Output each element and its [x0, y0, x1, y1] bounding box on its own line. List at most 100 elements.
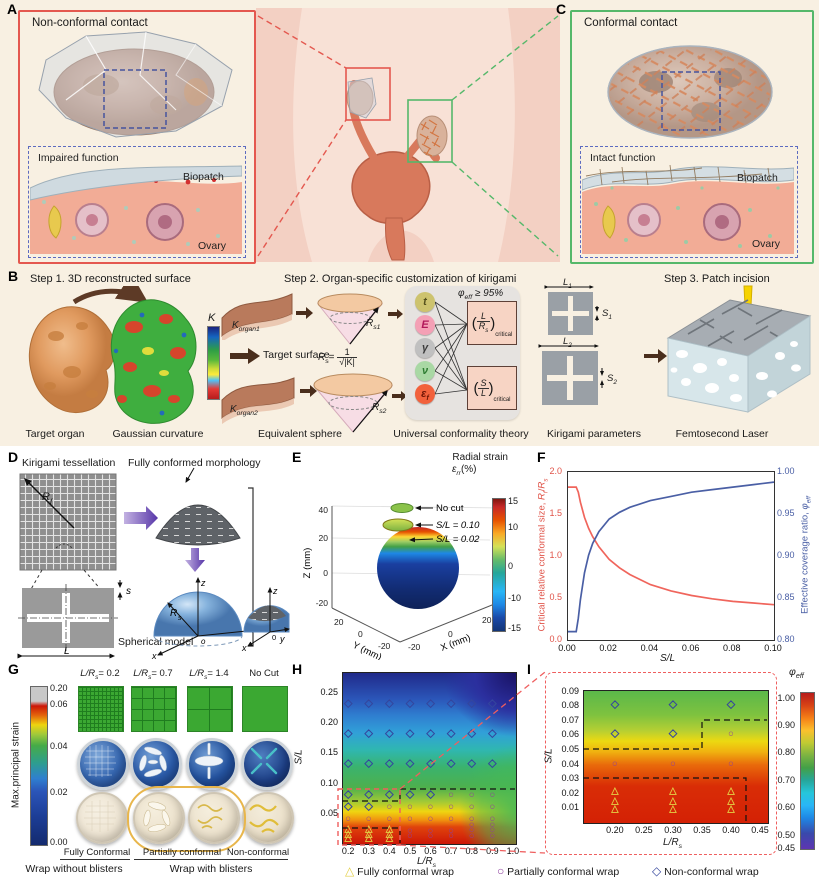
panel-i-label: I	[527, 661, 531, 677]
svg-text:40: 40	[319, 505, 329, 515]
tick-label: 1.0	[506, 846, 520, 856]
panel-a-organ-illustration	[38, 31, 233, 138]
biopatch-tile-lines	[585, 164, 771, 186]
ann-no-cut: No cut	[436, 503, 464, 514]
circle-marker: ○	[670, 757, 676, 769]
circle-marker: ○	[427, 830, 434, 842]
corpus-luteum	[48, 205, 62, 239]
sl010-patch	[382, 518, 414, 532]
thickness-node: t	[415, 292, 435, 312]
panel-a-ovary-label: Ovary	[198, 240, 227, 252]
g-row-label-non: Non-conformal	[226, 847, 290, 858]
combined-dome: z y x 0	[241, 586, 290, 653]
circle-marker: ○	[427, 825, 434, 837]
diamond-marker: ◇	[385, 788, 394, 801]
tick-label: 0.2	[341, 846, 355, 856]
tick-label: 0.20	[606, 825, 624, 835]
g-header-14: L/Rs= 1.4	[189, 668, 229, 681]
g-header-07: L/Rs= 0.7	[133, 668, 173, 681]
tick-label: 0.40	[722, 825, 740, 835]
f-x-axis-label: S/L	[660, 653, 676, 664]
caption-equivalent-sphere: Equivalent sphere	[257, 428, 343, 440]
diamond-marker: ◇	[426, 788, 435, 801]
i-x-ticks: 0.20 0.25 0.30 0.35 0.40 0.45	[583, 825, 769, 837]
i-cb-tick: 0.60	[777, 802, 795, 812]
circle-marker: ○	[468, 800, 475, 812]
tick-label: 0.02	[599, 643, 617, 653]
e-cb-tick: -15	[508, 623, 522, 633]
tick-label: 0.35	[693, 825, 711, 835]
tick-label: 0.06	[681, 643, 700, 653]
g-row-label-partially: Partially conformal	[142, 847, 222, 858]
diamond-marker: ◇	[364, 800, 373, 813]
triangle-marker: △	[611, 803, 619, 815]
arrow-to-laser	[644, 349, 667, 363]
cervix	[385, 217, 406, 261]
g-sheet-lrs07	[131, 686, 177, 732]
circle-marker: ○	[427, 800, 434, 812]
tick-label: 0.4	[383, 846, 396, 856]
patch-side-face	[747, 315, 811, 413]
e-cb-tick: -10	[508, 593, 522, 603]
g-sheet-nocut	[242, 686, 288, 732]
diamond-marker: ◇	[343, 727, 353, 740]
tick-label: 0.00	[558, 643, 576, 653]
d-title-spherical-model: Spherical model	[118, 636, 194, 648]
tick-label: 0.80	[777, 634, 795, 644]
triangle-marker: △	[344, 832, 352, 844]
svg-text:0: 0	[448, 629, 453, 639]
kirigami-parameter-cells	[538, 285, 604, 405]
tick-label: 0.10	[320, 777, 338, 788]
tick-label: 0.3	[362, 846, 376, 856]
unit-cell-2	[538, 344, 604, 405]
corpus-luteum	[602, 205, 616, 239]
i-colorbar-title: φeff	[789, 666, 804, 681]
tick-label: 0.15	[320, 747, 338, 758]
arrow-to-theory-1	[388, 309, 403, 319]
f-series-right	[568, 481, 775, 633]
diamond-marker: ◇	[668, 727, 678, 740]
h-x-axis-label: L/Rs	[417, 856, 436, 869]
z-ticks: 40 20 0 -20	[316, 505, 329, 608]
panel-d-graphics: R f s L z y x o R s	[17, 467, 290, 660]
g-group-with-blisters: Wrap with blisters	[169, 863, 253, 875]
panel-e-3d-plot: 40 20 0 -20 20 0 -20 -20 0 20 Z (mm) Y (…	[302, 503, 503, 660]
i-y-ticks: 0.01 0.02 0.03 0.04 0.05 0.06 0.07 0.08 0.09	[551, 686, 579, 822]
caption-target-organ: Target organ	[25, 428, 85, 440]
diamond-marker: ◇	[364, 697, 373, 710]
g-header-02: L/Rs= 0.2	[80, 668, 120, 681]
diamond-marker: ◇	[405, 697, 415, 710]
tick-label: 0.01	[561, 802, 579, 813]
circle-marker: ○	[489, 823, 496, 835]
circle-marker: ○	[407, 830, 413, 842]
g-sheet-lrs02	[78, 686, 124, 732]
circle-marker: ○	[427, 813, 434, 825]
diamond-marker: ◇	[726, 698, 736, 711]
diamond-marker: ◇	[385, 727, 394, 740]
curvature-map	[110, 299, 197, 424]
caption-femtosecond-laser: Femtosecond Laser	[675, 428, 769, 440]
panel-a-frame	[18, 10, 256, 264]
tick-label: 0.04	[640, 643, 659, 653]
i-cb-tick: 0.80	[777, 747, 795, 757]
svg-text:20: 20	[482, 615, 492, 625]
svg-text:0: 0	[272, 633, 276, 642]
f-left-axis-ticks: 0.0 0.5 1.0 1.5 2.0	[532, 466, 562, 644]
green-connector-lines	[451, 15, 559, 257]
panel-c-label: C	[556, 1, 567, 17]
l-label: L	[64, 646, 70, 657]
diamond-marker: ◇	[405, 727, 415, 740]
circle-marker: ○	[468, 819, 475, 831]
biopatch-layer-conformal	[582, 166, 794, 191]
panel-d-label: D	[8, 449, 19, 465]
gaussian-curvature-blob	[110, 299, 197, 424]
k-colorbar	[207, 326, 220, 400]
circle-marker: ○	[489, 813, 496, 825]
g-cb-tick: 0.04	[50, 741, 68, 751]
kirigami-mesh-on-right-ovary	[419, 119, 441, 157]
tick-label: 0.02	[561, 787, 579, 798]
g-cb-tick: 0.02	[50, 787, 68, 797]
panel-c-organ-illustration	[607, 45, 773, 139]
f-right-axis-label: Effective coverage ratio, φeff	[799, 496, 813, 614]
